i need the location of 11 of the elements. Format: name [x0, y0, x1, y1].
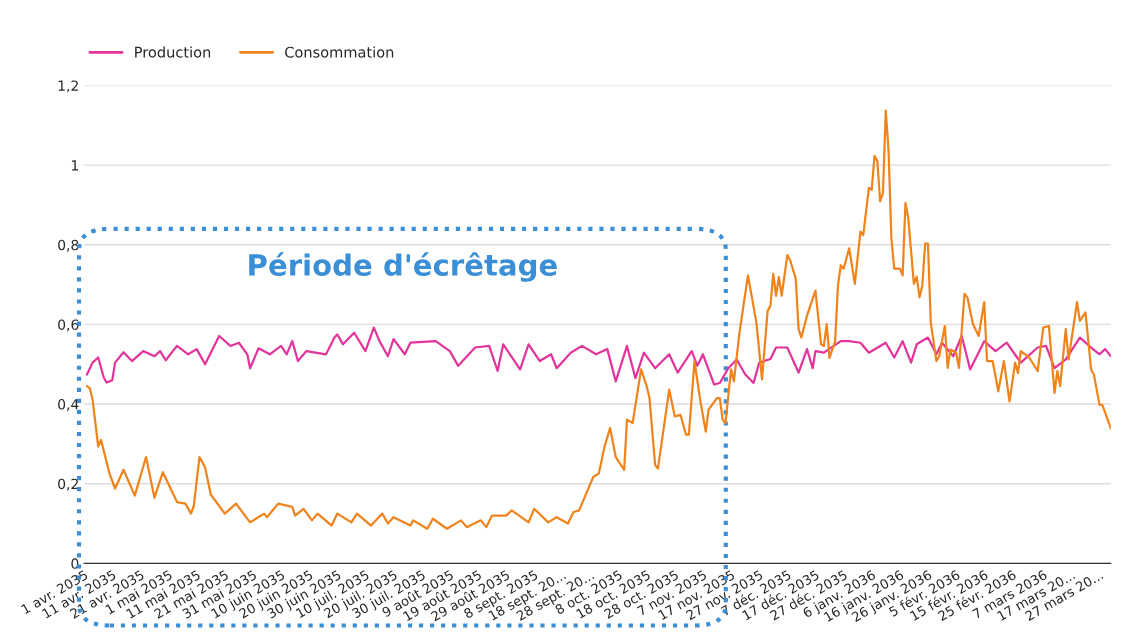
annotation: Période d'écrêtage [249, 252, 557, 282]
y-tick-label: 1 [71, 160, 79, 171]
legend-label: Production [135, 46, 211, 58]
y-tick-label: 1,2 [58, 80, 78, 93]
y-tick-label: 0,6 [58, 319, 79, 332]
y-tick-label: 0,4 [58, 399, 79, 411]
y-tick-label: 0,8 [58, 239, 79, 252]
legend-label: Consommation [285, 46, 394, 58]
y-tick-label: 0,2 [58, 478, 78, 491]
line-series [85, 109, 1111, 530]
line-series [85, 326, 1111, 386]
